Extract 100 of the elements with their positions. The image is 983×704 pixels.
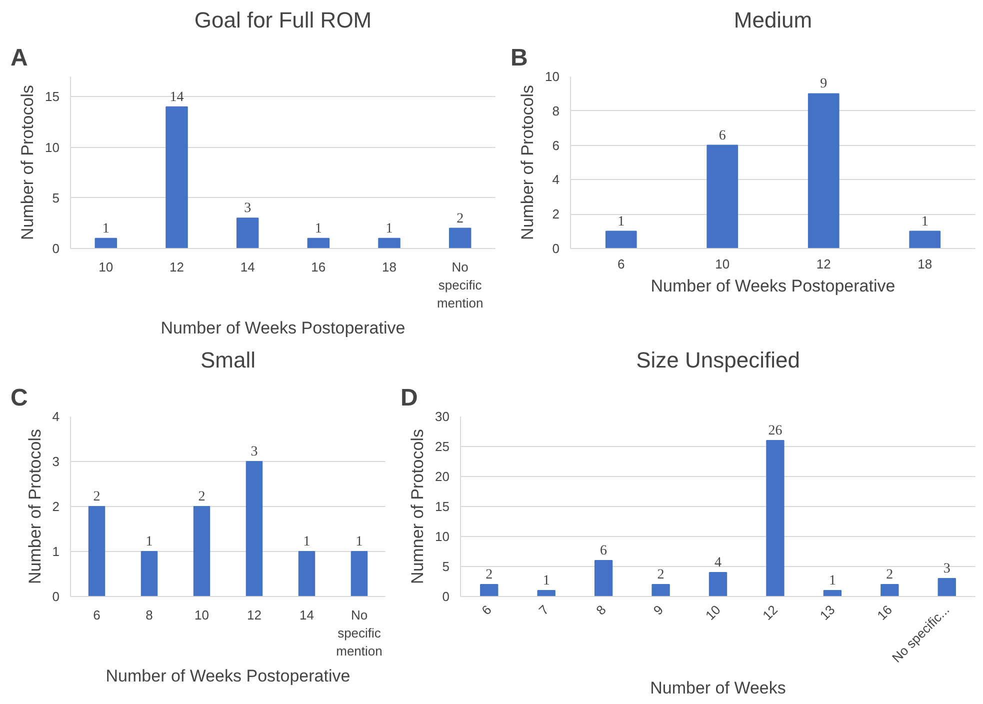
y-tick-label: 0 — [442, 589, 450, 604]
chart-title: Medium — [734, 8, 812, 32]
y-tick-label: 10 — [435, 529, 450, 544]
data-label: 1 — [921, 214, 928, 230]
bar — [166, 106, 188, 248]
y-tick-label: 6 — [552, 138, 560, 153]
data-label: 4 — [714, 556, 722, 570]
x-tick-label: 12 — [760, 602, 781, 624]
y-tick-label: 0 — [52, 589, 60, 604]
y-tick-label: 2 — [52, 499, 60, 514]
x-tick-label: 10 — [98, 260, 114, 274]
bar — [378, 238, 400, 248]
y-tick-label: 5 — [442, 559, 450, 574]
data-label: 2 — [93, 490, 100, 504]
data-label: 2 — [886, 568, 894, 582]
text: D — [400, 384, 418, 412]
data-label: 1 — [542, 574, 550, 588]
data-label: 1 — [102, 221, 110, 236]
x-tick-label: 12 — [247, 608, 262, 622]
bar — [706, 144, 738, 248]
y-tick-label: 10 — [545, 69, 560, 84]
x-tick-label: No specific mention — [436, 260, 484, 310]
y-axis-title: Number of Protocols — [25, 429, 44, 584]
bar — [938, 578, 956, 596]
x-axis-title: Number of Weeks — [650, 678, 786, 698]
x-tick-label: 6 — [618, 256, 625, 272]
bar — [708, 572, 728, 596]
bar — [880, 584, 899, 596]
x-tick-label: 16 — [874, 602, 895, 624]
y-tick-label: 30 — [435, 409, 450, 424]
y-axis-title: Numner of Protocols — [408, 429, 428, 584]
bar — [652, 584, 670, 596]
x-axis-title: Number of Weeks Postoperative — [650, 276, 896, 296]
data-label: 1 — [356, 534, 363, 550]
text: C — [10, 384, 28, 412]
bar — [909, 230, 941, 248]
x-tick-label: 6 — [93, 608, 100, 622]
bar — [88, 506, 106, 596]
y-tick-label: 10 — [45, 140, 60, 155]
bar — [350, 551, 368, 596]
x-tick-label: 18 — [382, 260, 396, 274]
y-tick-label: 1 — [52, 544, 60, 559]
y-tick-label: 25 — [435, 439, 450, 454]
text: A — [10, 44, 28, 72]
x-tick-label: 10 — [715, 256, 730, 272]
y-axis-title: Number of Protocols — [518, 85, 538, 240]
bar — [298, 551, 316, 596]
data-label: 2 — [486, 568, 493, 582]
bar — [808, 93, 840, 248]
y-tick-label: 15 — [45, 89, 60, 104]
bar — [605, 230, 637, 248]
data-label: 1 — [386, 221, 393, 236]
data-label: 2 — [198, 490, 206, 504]
y-axis-title: Number of Protocols — [18, 85, 38, 240]
y-tick-label: 3 — [52, 454, 60, 469]
y-tick-label: 15 — [435, 499, 450, 514]
data-label: 1 — [618, 214, 625, 230]
data-label: 26 — [768, 424, 782, 438]
y-tick-label: 8 — [552, 103, 560, 118]
data-label: 1 — [314, 221, 322, 236]
data-label: 1 — [303, 534, 310, 550]
x-tick-label: No specific mention — [336, 608, 382, 658]
x-tick-label: 6 — [478, 602, 494, 618]
x-tick-label: 14 — [240, 260, 255, 274]
x-tick-label: 9 — [650, 602, 666, 618]
x-tick-label: 12 — [816, 256, 831, 272]
data-label: 2 — [456, 211, 464, 226]
y-tick-label: 20 — [435, 469, 450, 484]
data-label: 1 — [146, 534, 153, 550]
bar — [480, 584, 498, 596]
y-tick-label: 5 — [52, 190, 60, 206]
x-tick-label: 10 — [194, 608, 209, 622]
bar — [140, 551, 158, 596]
chart-title: Small — [200, 348, 256, 372]
bar — [594, 560, 613, 596]
data-label: 2 — [657, 568, 664, 582]
y-tick-label: 4 — [552, 172, 560, 188]
x-axis-title: Number of Weeks Postoperative — [160, 318, 406, 338]
bar — [537, 590, 556, 596]
x-axis-title: Number of Weeks Postoperative — [106, 666, 350, 686]
bar — [307, 238, 330, 248]
bar — [94, 238, 118, 248]
x-tick-label: 10 — [702, 602, 724, 624]
y-tick-label: 2 — [552, 206, 560, 222]
data-label: 14 — [170, 90, 184, 105]
bar — [193, 506, 210, 596]
x-tick-label: 16 — [311, 260, 326, 274]
y-tick-label: 0 — [552, 241, 560, 256]
data-label: 1 — [828, 574, 836, 588]
bar — [448, 228, 472, 248]
data-label: 3 — [244, 201, 252, 216]
y-tick-label: 4 — [52, 409, 60, 424]
x-tick-label: 13 — [816, 602, 838, 624]
x-tick-label: 8 — [593, 602, 609, 618]
chart-title: Goal for Full ROM — [194, 8, 372, 32]
x-tick-label: 14 — [300, 608, 314, 622]
x-tick-label: 18 — [918, 256, 932, 272]
data-label: 3 — [943, 562, 950, 576]
bar — [823, 590, 842, 596]
bar — [246, 461, 263, 596]
